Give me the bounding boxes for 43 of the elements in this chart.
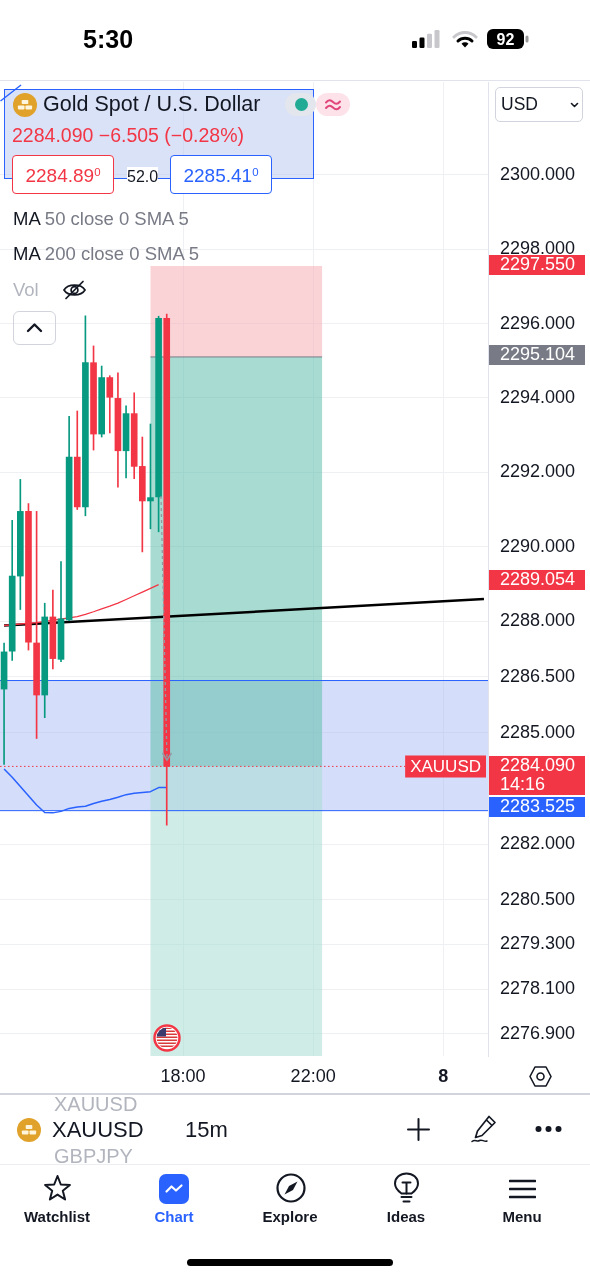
text: 2295.104: [500, 344, 576, 365]
text: 2284.090 −6.505 (−0.28%): [12, 123, 245, 147]
y-tick-label: 2285.000: [500, 721, 576, 742]
text: 5:30: [83, 24, 134, 54]
text: 92: [496, 29, 515, 49]
text: Chart: [154, 1208, 194, 1226]
y-tick-label: 2278.100: [500, 978, 576, 999]
y-tick-label: 2290.000: [500, 535, 576, 556]
y-tick-label: 2279.300: [500, 933, 576, 954]
text: Menu: [502, 1208, 542, 1226]
text: Gold Spot / U.S. Dollar: [43, 91, 261, 117]
x-tick-label: 18:00: [160, 1065, 206, 1086]
y-tick-label: 2280.500: [500, 888, 576, 909]
x-tick-label: 22:00: [290, 1065, 336, 1086]
text: Ideas: [386, 1208, 426, 1226]
text: 2284.090: [500, 755, 576, 776]
y-tick-label: 2294.000: [500, 386, 576, 407]
annotation: MA 50 close 0 SMA 5: [13, 208, 189, 229]
text: XAUUSD: [52, 1117, 144, 1143]
text: 2283.525: [500, 796, 576, 817]
text: USD: [501, 94, 538, 115]
text: Watchlist: [23, 1208, 91, 1226]
y-tick-label: 2288.000: [500, 610, 576, 631]
y-tick-label: 2300.000: [500, 163, 576, 184]
annotation: MA 200 close 0 SMA 5: [13, 243, 200, 264]
ref-line-label: XAUUSD: [410, 757, 482, 777]
text: 14:16: [500, 774, 546, 795]
annotation: 2284.89$^{0}$: [25, 163, 101, 187]
annotation: 2285.41$^{0}$: [183, 163, 259, 187]
text: Explore: [262, 1208, 318, 1226]
text: 15m: [185, 1117, 228, 1143]
annotation: 52.0: [127, 166, 159, 186]
annotation: Vol: [13, 279, 39, 301]
y-tick-label: 2282.000: [500, 833, 576, 854]
text: 2297.550: [500, 254, 576, 275]
y-tick-label: 2286.500: [500, 665, 576, 686]
y-tick-label: 2276.900: [500, 1022, 576, 1043]
text: 2289.054: [500, 569, 576, 590]
y-tick-label: 2292.000: [500, 461, 576, 482]
x-tick-label: 8: [438, 1065, 449, 1086]
text: XAUUSD: [54, 1092, 138, 1116]
y-tick-label: 2296.000: [500, 312, 576, 333]
text: GBPJPY: [54, 1144, 133, 1168]
